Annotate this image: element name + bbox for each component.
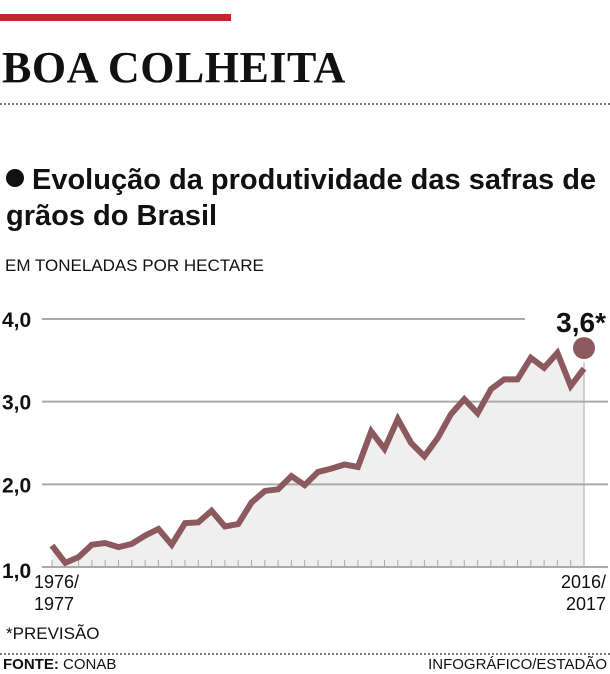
y-tick-label: 1,0 [2, 560, 31, 583]
bullet-icon [6, 169, 24, 187]
data-label: 3,6* [556, 307, 606, 338]
series-line [49, 347, 587, 567]
forecast-point [573, 337, 595, 360]
divider [0, 103, 610, 105]
accent-bar [0, 14, 231, 21]
footnote: *PREVISÃO [6, 624, 100, 643]
unit-label: EM TONELADAS POR HECTARE [5, 256, 264, 275]
x-tick-label: 1976/ [34, 572, 79, 592]
footer-divider [0, 653, 610, 655]
y-tick-label: 2,0 [2, 474, 31, 497]
page-title: BOA COLHEITA [2, 43, 346, 92]
source-label: FONTE: [3, 656, 59, 673]
y-tick-label: 4,0 [2, 309, 31, 332]
subtitle-text: Evolução da produtividade das safras de … [6, 164, 597, 232]
chart-subtitle: Evolução da produtividade das safras de … [6, 162, 606, 234]
x-tick-label: 2016/ [561, 572, 606, 592]
x-tick-label: 1977 [34, 594, 74, 614]
credit: INFOGRÁFICO/ESTADÃO [428, 656, 607, 673]
area-fill [52, 352, 584, 567]
source-value: CONAB [63, 656, 117, 673]
x-tick-label: 2017 [566, 594, 606, 614]
y-tick-label: 3,0 [2, 392, 31, 415]
source: FONTE: CONAB [3, 656, 116, 673]
